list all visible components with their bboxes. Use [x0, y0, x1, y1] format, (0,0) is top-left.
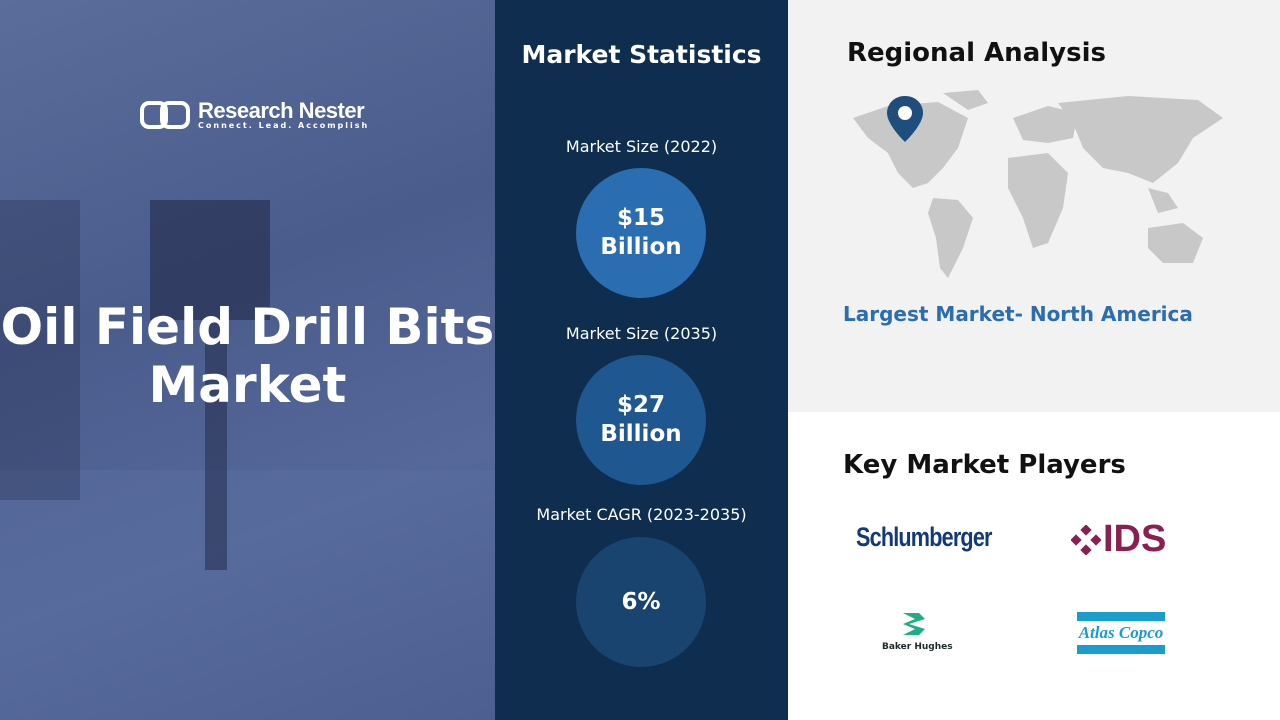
regional-heading: Regional Analysis [847, 38, 1106, 68]
stat-label: Market Size (2035) [565, 324, 718, 343]
title-line-1: Oil Field Drill Bits [0, 298, 495, 356]
stat-circle: $27 Billion [576, 355, 706, 485]
world-map [853, 90, 1223, 278]
market-statistics-panel: Market Statistics Market Size (2022) $15… [495, 0, 788, 720]
baker-hughes-mark-icon [903, 613, 925, 635]
stat-label: Market CAGR (2023-2035) [536, 505, 747, 524]
stat-circle: 6% [576, 537, 706, 667]
research-nester-logo: Research Nester Connect. Lead. Accomplis… [140, 99, 369, 131]
brand-name: Research Nester [198, 97, 365, 123]
largest-market: Largest Market- North America [843, 302, 1193, 326]
brand-tagline: Connect. Lead. Accomplish [198, 120, 370, 130]
schlumberger-logo: Schlumberger [856, 522, 992, 552]
key-players-panel: Key Market Players Schlumberger IDS Bake… [788, 412, 1280, 720]
regional-analysis-panel: Regional Analysis Largest Market- North … [788, 0, 1280, 412]
atlas-copco-logo: Atlas Copco [1077, 612, 1165, 654]
hero-panel: Research Nester Connect. Lead. Accomplis… [0, 0, 495, 720]
stat-circle: $15 Billion [576, 168, 706, 298]
stat-label: Market Size (2022) [565, 137, 718, 156]
title-line-2: Market [148, 356, 347, 414]
baker-hughes-logo: Baker Hughes [882, 610, 953, 652]
page-title: Oil Field Drill Bits Market [0, 298, 495, 414]
stats-heading: Market Statistics [521, 40, 762, 69]
logo-mark-icon [140, 101, 190, 129]
location-pin-icon [887, 96, 923, 142]
ids-diamond-icon [1071, 524, 1101, 555]
ids-logo: IDS [1071, 518, 1166, 561]
players-heading: Key Market Players [843, 450, 1126, 480]
